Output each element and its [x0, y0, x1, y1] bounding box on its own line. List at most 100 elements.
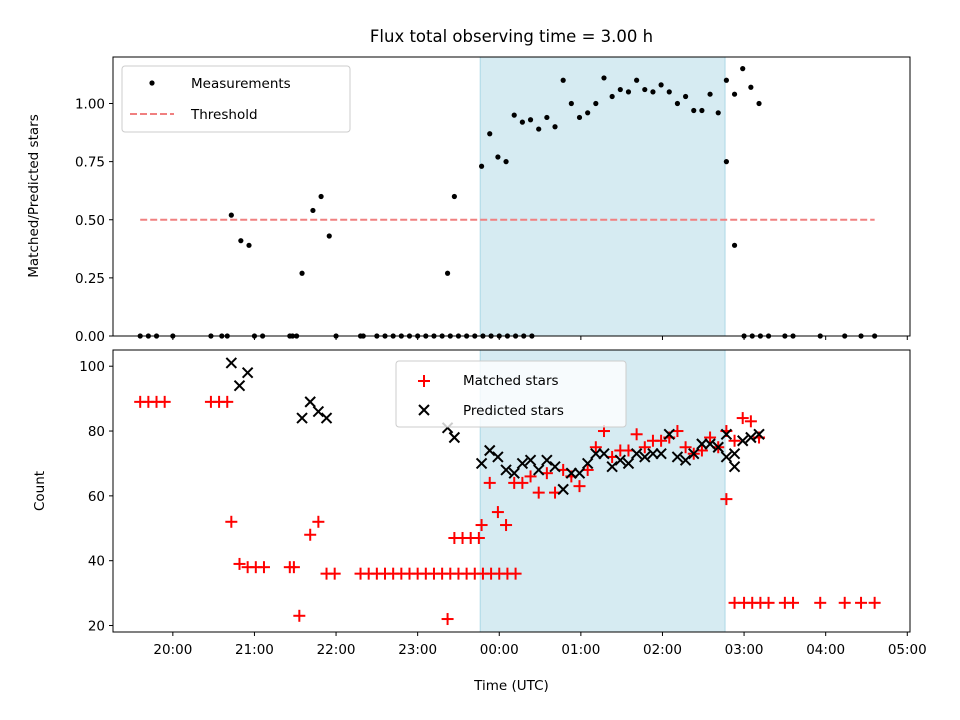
top-y-axis-label: Matched/Predicted stars: [26, 114, 42, 277]
predicted-star-point: [233, 379, 246, 392]
predicted-star-point: [696, 438, 708, 450]
measurement-point: [699, 107, 705, 114]
legend-predicted-label: Predicted stars: [463, 403, 564, 419]
bottom-y-tick-label: 60: [88, 489, 105, 505]
bottom-y-tick-label: 20: [88, 619, 105, 635]
predicted-star-point: [484, 444, 496, 457]
matched-star-point: [855, 596, 868, 609]
predicted-star-point: [671, 451, 684, 463]
legend-threshold-label: Threshold: [190, 107, 258, 123]
measurement-point: [609, 93, 615, 100]
predicted-star-point: [475, 457, 488, 470]
predicted-star-point: [737, 435, 749, 447]
measurement-point: [731, 242, 738, 248]
measurement-point: [634, 77, 640, 83]
predicted-star-point: [712, 441, 724, 453]
x-axis-label: Time (UTC): [473, 678, 549, 694]
x-tick-label: 02:00: [643, 642, 682, 658]
x-tick-label: 00:00: [480, 642, 519, 658]
bottom-y-tick-label: 100: [79, 359, 105, 375]
matched-star-point: [328, 567, 341, 580]
measurement-point: [658, 82, 664, 88]
measurement-point: [444, 270, 451, 276]
x-tick-label: 21:00: [235, 642, 274, 658]
measurement-point: [527, 117, 534, 123]
matched-star-point: [704, 431, 717, 444]
measurement-point: [560, 77, 566, 83]
matched-star-point: [441, 613, 454, 626]
matched-star-point: [630, 428, 643, 441]
measurement-point: [625, 89, 632, 95]
legend-measurements-marker: [149, 80, 155, 86]
predicted-star-point: [598, 448, 610, 460]
legend-matched-marker: [418, 375, 430, 387]
measurement-point: [593, 100, 599, 107]
measurement-point: [740, 66, 746, 72]
measurement-point: [642, 86, 648, 93]
measurement-point: [723, 77, 729, 83]
predicted-star-point: [241, 366, 254, 379]
measurement-point: [228, 212, 234, 218]
matched-star-point: [679, 441, 692, 454]
predicted-star-point: [532, 464, 545, 476]
measurement-point: [691, 107, 697, 114]
matched-star-point: [287, 561, 300, 574]
matched-star-point: [472, 532, 485, 544]
predicted-star-point: [663, 428, 675, 440]
predicted-star-point: [565, 467, 578, 479]
predicted-star-point: [304, 396, 316, 408]
measurement-point: [674, 100, 681, 107]
matched-star-point: [655, 434, 668, 447]
x-tick-label: 03:00: [725, 642, 764, 658]
predicted-star-point: [508, 467, 520, 479]
matched-star-point: [868, 596, 881, 609]
measurement-point: [748, 84, 754, 90]
top-y-tick-label: 0.00: [75, 329, 105, 345]
matched-star-point: [158, 395, 171, 408]
matched-star-point: [728, 434, 741, 447]
measurement-point: [238, 238, 244, 244]
matched-star-point: [233, 557, 246, 570]
legend-matched-label: Matched stars: [463, 373, 559, 389]
x-tick-label: 22:00: [317, 642, 356, 658]
matched-star-point: [736, 412, 749, 425]
predicted-star-point: [492, 451, 504, 463]
measurement-point: [650, 89, 656, 95]
x-tick-label: 20:00: [153, 642, 192, 658]
predicted-star-point: [720, 451, 733, 463]
measurement-point: [451, 193, 457, 200]
measurement-point: [495, 154, 501, 160]
predicted-star-point: [655, 448, 667, 460]
measurement-point: [318, 193, 324, 200]
x-tick-label: 05:00: [888, 642, 927, 658]
matched-star-point: [516, 476, 529, 489]
measurement-point: [552, 124, 558, 130]
matched-star-point: [838, 596, 851, 609]
bottom-y-axis-label: Count: [32, 471, 48, 511]
measurement-point: [731, 91, 738, 97]
top-y-tick-label: 0.25: [75, 271, 105, 287]
measurement-point: [478, 163, 485, 169]
measurement-point: [723, 159, 729, 165]
matched-star-point: [500, 519, 513, 532]
top-legend-frame: [121, 65, 351, 133]
measurement-point: [310, 207, 316, 214]
predicted-star-point: [541, 454, 553, 466]
predicted-star-point: [516, 457, 529, 470]
measurement-point: [326, 233, 332, 239]
predicted-star-point: [720, 428, 733, 440]
predicted-star-point: [573, 467, 586, 479]
top-legend: Measurements Threshold: [121, 65, 351, 133]
predicted-star-point: [500, 464, 512, 476]
matched-star-point: [509, 567, 522, 580]
predicted-star-point: [614, 454, 627, 466]
measurement-point: [666, 89, 672, 95]
measurement-point: [568, 100, 574, 107]
predicted-star-point: [448, 431, 461, 444]
x-tick-label: 23:00: [398, 642, 437, 658]
matched-star-point: [532, 486, 545, 499]
predicted-star-point: [549, 460, 561, 473]
predicted-star-point: [630, 448, 643, 460]
predicted-star-point: [647, 448, 659, 460]
